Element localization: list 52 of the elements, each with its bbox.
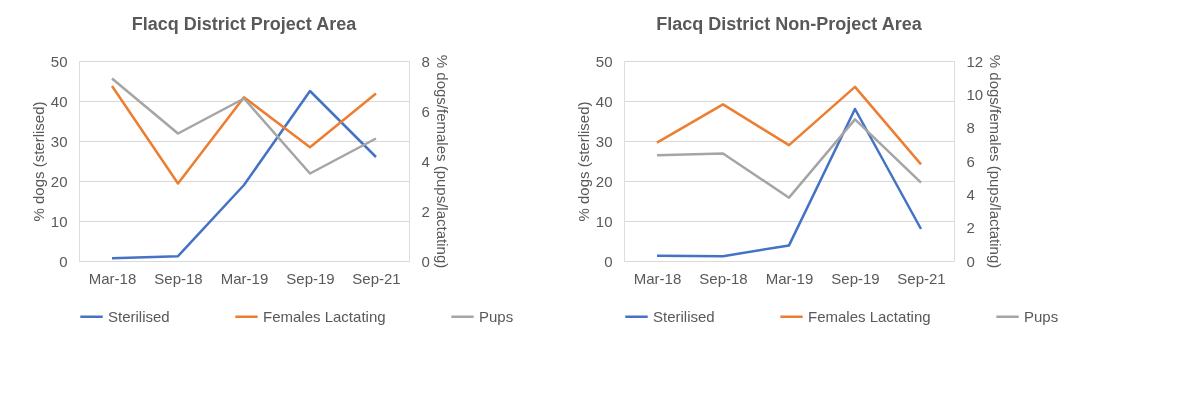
y-tick-label: 50 (50, 52, 68, 70)
x-tick-label: Mar-19 (765, 269, 814, 287)
y2-axis-title: % dogs/females (pups/lactating) (987, 54, 1005, 269)
y2-tick-label: 2 (421, 202, 430, 220)
y-tick-label: 10 (595, 212, 613, 230)
legend-label: Females Lactating (808, 307, 931, 325)
line-series (110, 77, 378, 175)
x-tick-label: Sep-19 (286, 269, 335, 287)
x-tick-label: Sep-18 (699, 269, 748, 287)
y-tick-label: 30 (595, 132, 613, 150)
chart-title: Flacq District Non-Project Area (656, 14, 923, 34)
line-series (655, 107, 923, 258)
legend-label: Sterilised (108, 307, 170, 325)
y2-axis-title: % dogs/females (pups/lactating) (433, 54, 451, 269)
line-series (110, 84, 378, 185)
line-series (655, 118, 923, 199)
y-tick-label: 50 (595, 52, 613, 70)
y2-tick-label: 8 (421, 52, 430, 70)
x-tick-label: Mar-19 (220, 269, 269, 287)
legend-label: Pups (1024, 307, 1059, 325)
y-axis-title: % dogs (sterlised) (574, 101, 592, 222)
legend-label: Females Lactating (263, 307, 386, 325)
y2-tick-label: 2 (966, 219, 975, 237)
y2-tick-label: 4 (421, 152, 430, 170)
y-tick-label: 10 (50, 212, 68, 230)
legend-label: Pups (479, 307, 514, 325)
y2-tick-label: 6 (966, 152, 975, 170)
y2-tick-label: 10 (966, 85, 984, 103)
chart-title: Flacq District Project Area (131, 14, 358, 34)
y-tick-label: 0 (59, 252, 68, 270)
y-axis-title: % dogs (sterlised) (29, 101, 47, 222)
legend-label: Sterilised (653, 307, 715, 325)
x-tick-label: Sep-21 (897, 269, 946, 287)
line-series (110, 89, 378, 260)
line-series (655, 85, 923, 166)
x-tick-label: Sep-19 (831, 269, 880, 287)
y2-tick-label: 0 (966, 252, 975, 270)
x-tick-label: Sep-18 (154, 269, 203, 287)
y2-tick-label: 8 (966, 119, 975, 137)
y2-tick-label: 12 (966, 52, 984, 70)
y2-tick-label: 4 (966, 185, 975, 203)
y2-tick-label: 0 (421, 252, 430, 270)
x-tick-label: Mar-18 (88, 269, 137, 287)
y2-tick-label: 6 (421, 102, 430, 120)
y-tick-label: 20 (595, 172, 613, 190)
y-tick-label: 30 (50, 132, 68, 150)
x-tick-label: Sep-21 (352, 269, 401, 287)
y-tick-label: 20 (50, 172, 68, 190)
x-tick-label: Mar-18 (633, 269, 682, 287)
y-tick-label: 40 (595, 92, 613, 110)
y-tick-label: 0 (604, 252, 613, 270)
y-tick-label: 40 (50, 92, 68, 110)
